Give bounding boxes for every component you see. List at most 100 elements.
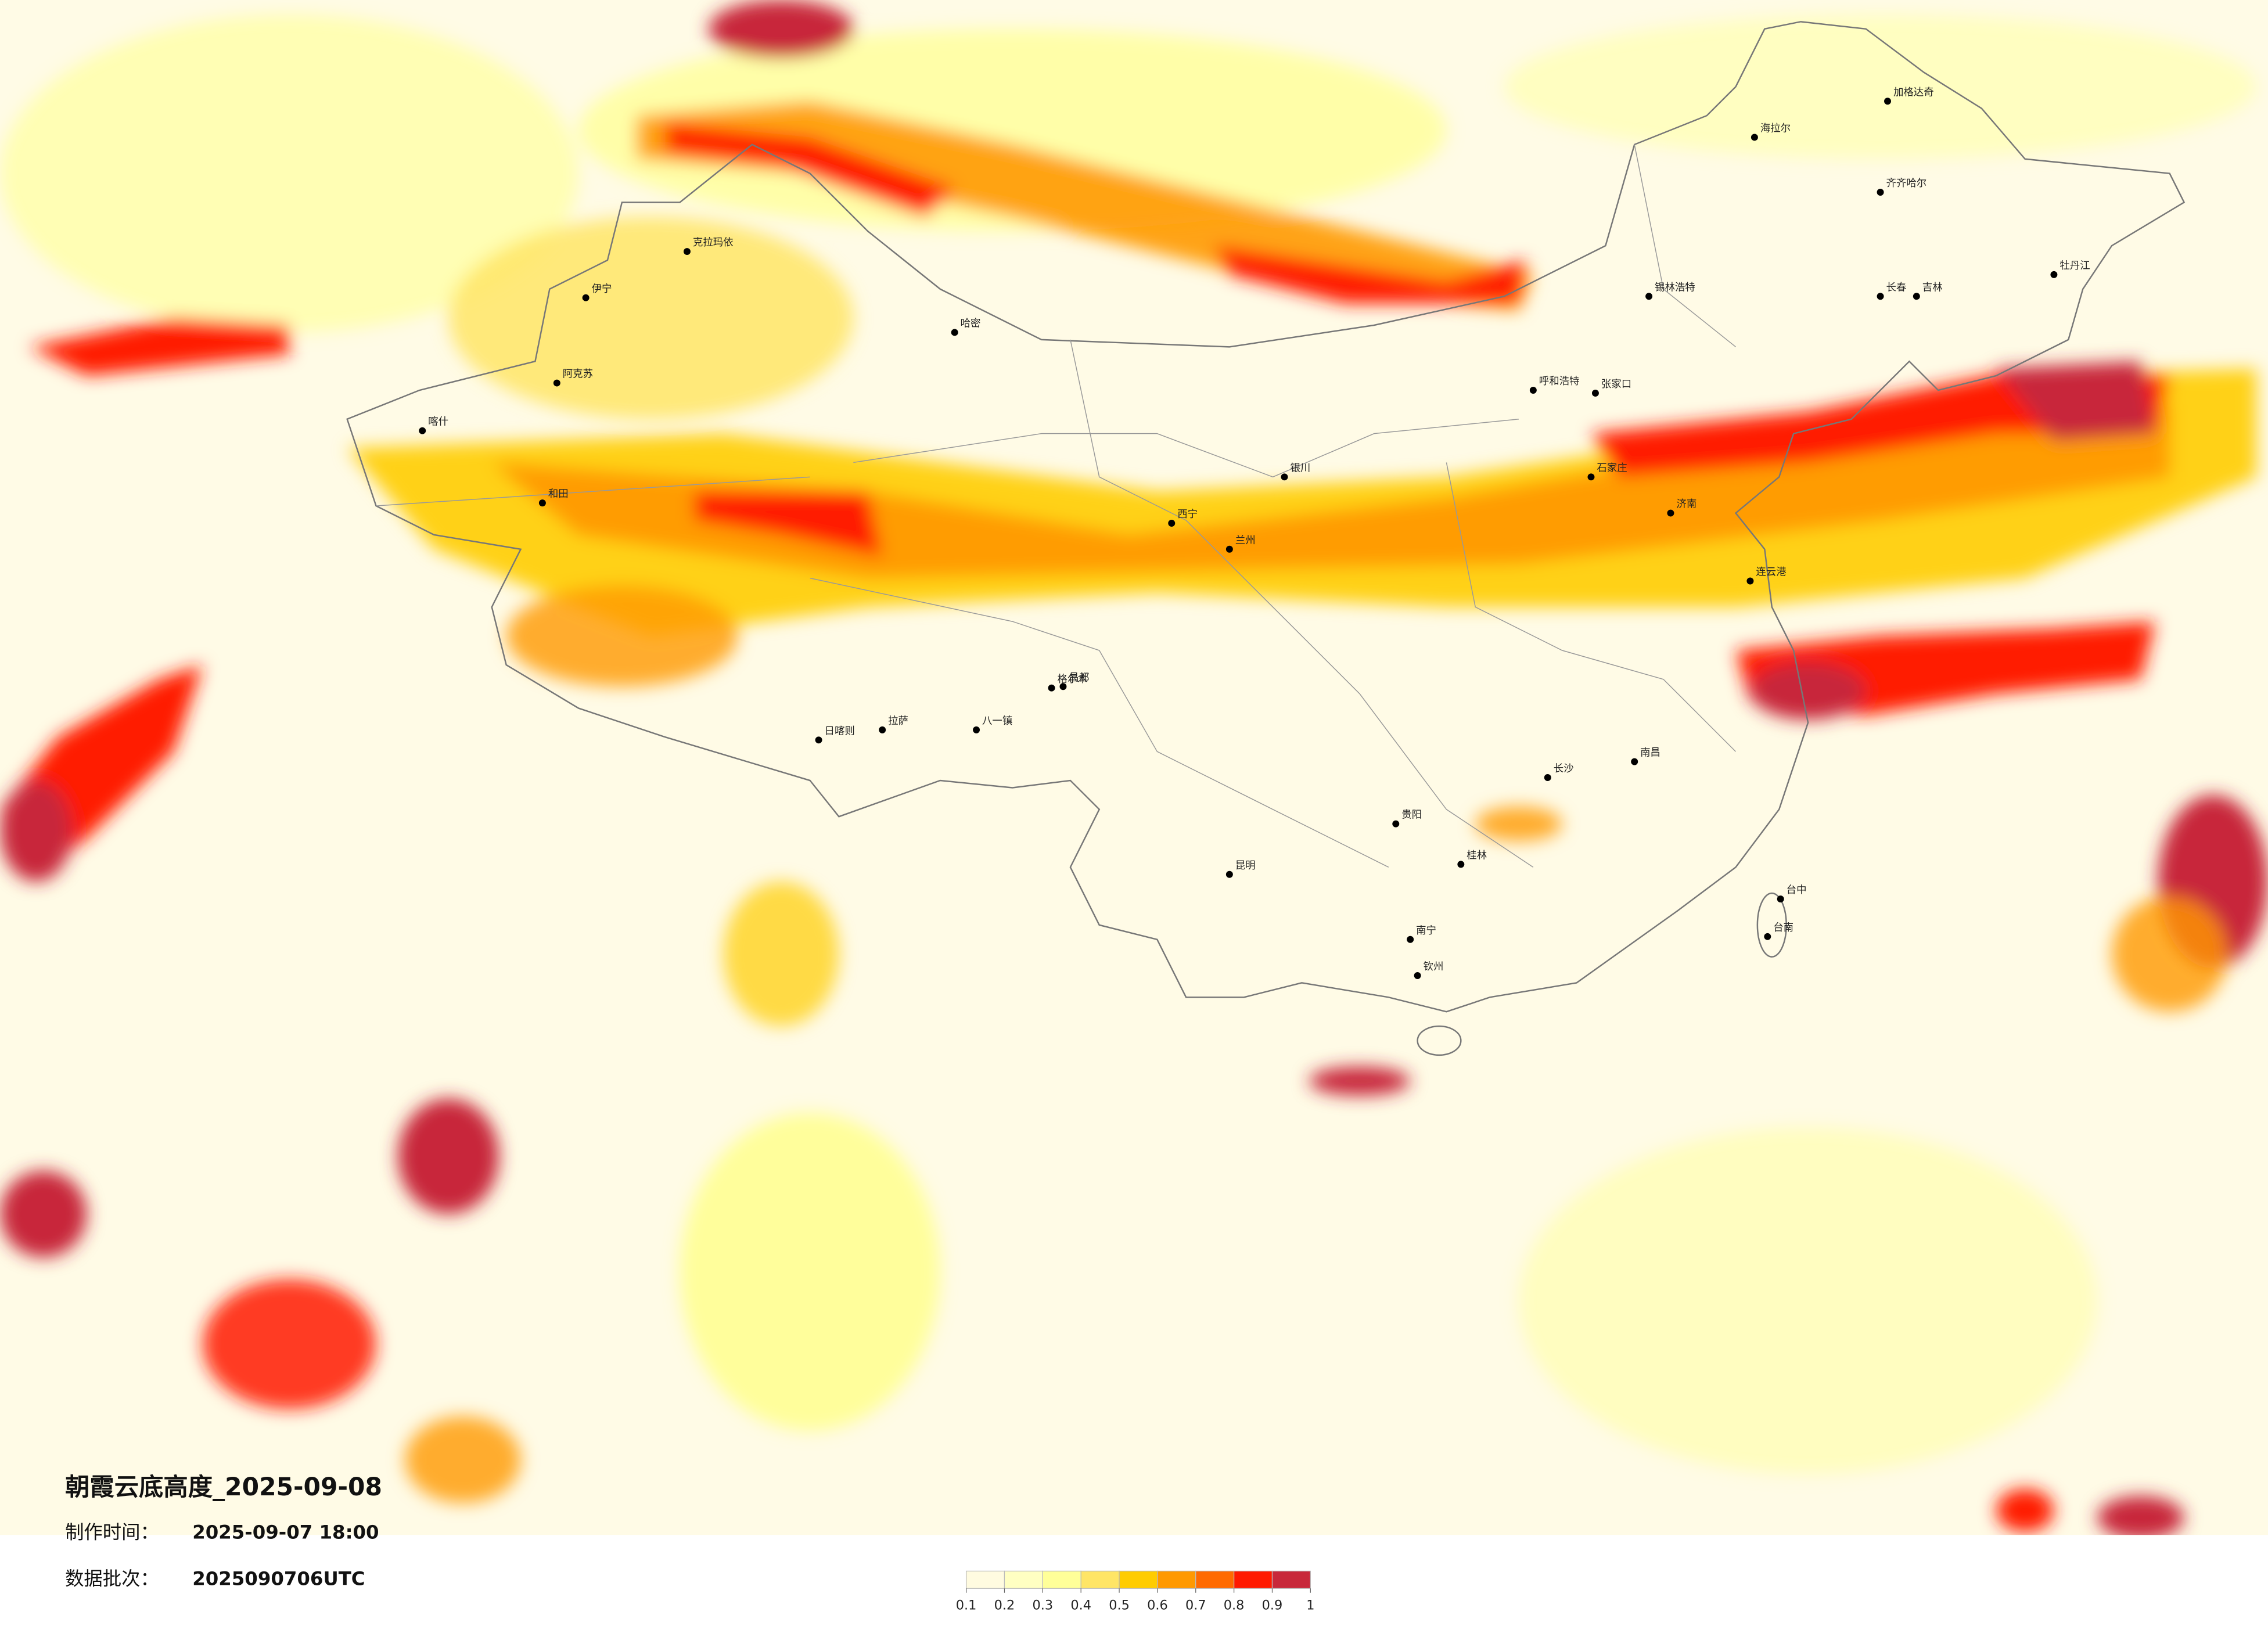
city-label: 张家口: [1601, 379, 1631, 390]
city-label: 西宁: [1177, 509, 1198, 520]
city-dot: [1877, 189, 1884, 196]
city-dot: [879, 726, 886, 733]
city-label: 呼和浩特: [1539, 376, 1580, 387]
city-dot: [1667, 509, 1674, 517]
colorbar-box: [1233, 1570, 1273, 1589]
colorbar-box: [1271, 1570, 1311, 1589]
colorbar-box: [1157, 1570, 1196, 1589]
city-dot: [2050, 271, 2058, 278]
colorbar-box: [965, 1570, 1005, 1589]
city-label: 格尔木: [1058, 674, 1088, 685]
city-dot: [1225, 870, 1233, 878]
colorbar-tick-label: 0.1: [956, 1598, 977, 1613]
colorbar-box: [1080, 1570, 1120, 1589]
colorbar-tick-label: 0.9: [1262, 1598, 1283, 1613]
city-label: 济南: [1676, 499, 1696, 510]
city-dot: [683, 248, 691, 256]
city-dot: [1407, 936, 1414, 943]
city-dot: [1544, 774, 1551, 781]
city-dot: [1392, 820, 1400, 828]
city-label: 阿克苏: [563, 369, 593, 380]
city-dot: [1529, 387, 1537, 394]
colorbar-tick-label: 0.7: [1185, 1598, 1206, 1613]
city-label: 长沙: [1554, 763, 1574, 775]
city-label: 兰州: [1235, 535, 1256, 546]
colorbar-tick-label: 0.5: [1109, 1598, 1130, 1613]
city-label: 日喀则: [825, 725, 855, 737]
city-label: 吉林: [1922, 282, 1943, 293]
colorbar-tick-label: 0.6: [1147, 1598, 1168, 1613]
island-boundary: [1417, 1025, 1462, 1056]
city-dot: [1587, 473, 1595, 481]
city-dot: [1877, 293, 1884, 300]
city-dot: [1913, 293, 1920, 300]
city-label: 伊宁: [592, 283, 612, 295]
city-label: 钦州: [1424, 961, 1444, 973]
city-dot: [538, 499, 546, 507]
city-label: 台中: [1787, 884, 1807, 896]
city-label: 哈密: [961, 318, 981, 330]
city-label: 昌都: [1069, 672, 1089, 684]
city-dot: [419, 427, 426, 434]
colorbar-tick-label: 1: [1306, 1598, 1314, 1613]
city-label: 喀什: [428, 416, 448, 428]
city-label: 昆明: [1235, 860, 1256, 872]
city-dot: [582, 294, 590, 301]
city-dot: [1225, 545, 1233, 553]
city-label: 克拉玛依: [693, 237, 734, 249]
city-dot: [1168, 520, 1176, 527]
city-label: 南昌: [1640, 747, 1660, 759]
island-boundary: [1756, 892, 1787, 958]
colorbar-box: [1004, 1570, 1043, 1589]
city-dot: [1751, 134, 1758, 141]
colorbar: 0.1 0.2 0.3 0.4 0.5 0.6 0.7 0.8 0.9 1: [956, 1570, 1314, 1613]
city-label: 贵阳: [1401, 810, 1422, 821]
city-label: 石家庄: [1597, 462, 1627, 474]
country-boundary: [346, 21, 2186, 1013]
colorbar-tick-label: 0.2: [994, 1598, 1015, 1613]
data-batch-label: 数据批次：: [65, 1567, 159, 1589]
city-dot: [553, 379, 560, 387]
city-label: 和田: [548, 488, 569, 500]
city-dot: [1777, 895, 1784, 903]
city-dot: [1631, 758, 1638, 765]
city-dot: [1414, 972, 1421, 979]
city-label: 桂林: [1467, 850, 1487, 861]
city-label: 锡林浩特: [1655, 282, 1695, 293]
city-label: 八一镇: [982, 715, 1012, 727]
city-label: 拉萨: [888, 715, 908, 727]
colorbar-box: [1119, 1570, 1158, 1589]
city-dot: [1059, 683, 1067, 690]
city-label: 连云港: [1756, 567, 1787, 578]
city-dot: [1048, 684, 1055, 692]
colorbar-tick-label: 0.4: [1070, 1598, 1091, 1613]
colorbar-box: [1042, 1570, 1081, 1589]
city-dot: [1591, 390, 1599, 397]
production-time-value: 2025-09-07 18:00: [192, 1521, 379, 1544]
colorbar-tick-label: 0.3: [1033, 1598, 1054, 1613]
city-label: 海拉尔: [1760, 123, 1791, 135]
city-dot: [973, 726, 980, 733]
city-dot: [1645, 293, 1653, 300]
production-time-label: 制作时间：: [65, 1521, 159, 1544]
city-dot: [1884, 98, 1891, 105]
city-dot: [951, 329, 958, 336]
city-label: 台南: [1773, 922, 1793, 934]
city-label: 银川: [1290, 462, 1310, 474]
city-label: 加格达奇: [1893, 87, 1934, 98]
data-batch-value: 2025090706UTC: [192, 1567, 365, 1589]
city-label: 牡丹江: [2059, 260, 2090, 272]
city-dot: [1764, 933, 1771, 940]
city-dot: [1746, 577, 1754, 585]
colorbar-tick-label: 0.8: [1224, 1598, 1245, 1613]
province-boundary: [376, 144, 1737, 868]
city-dot: [1281, 473, 1288, 481]
colorbar-box: [1195, 1570, 1235, 1589]
city-dot: [1457, 861, 1465, 868]
city-label: 南宁: [1416, 925, 1436, 937]
city-label: 齐齐哈尔: [1886, 178, 1927, 189]
city-dot: [815, 736, 822, 744]
